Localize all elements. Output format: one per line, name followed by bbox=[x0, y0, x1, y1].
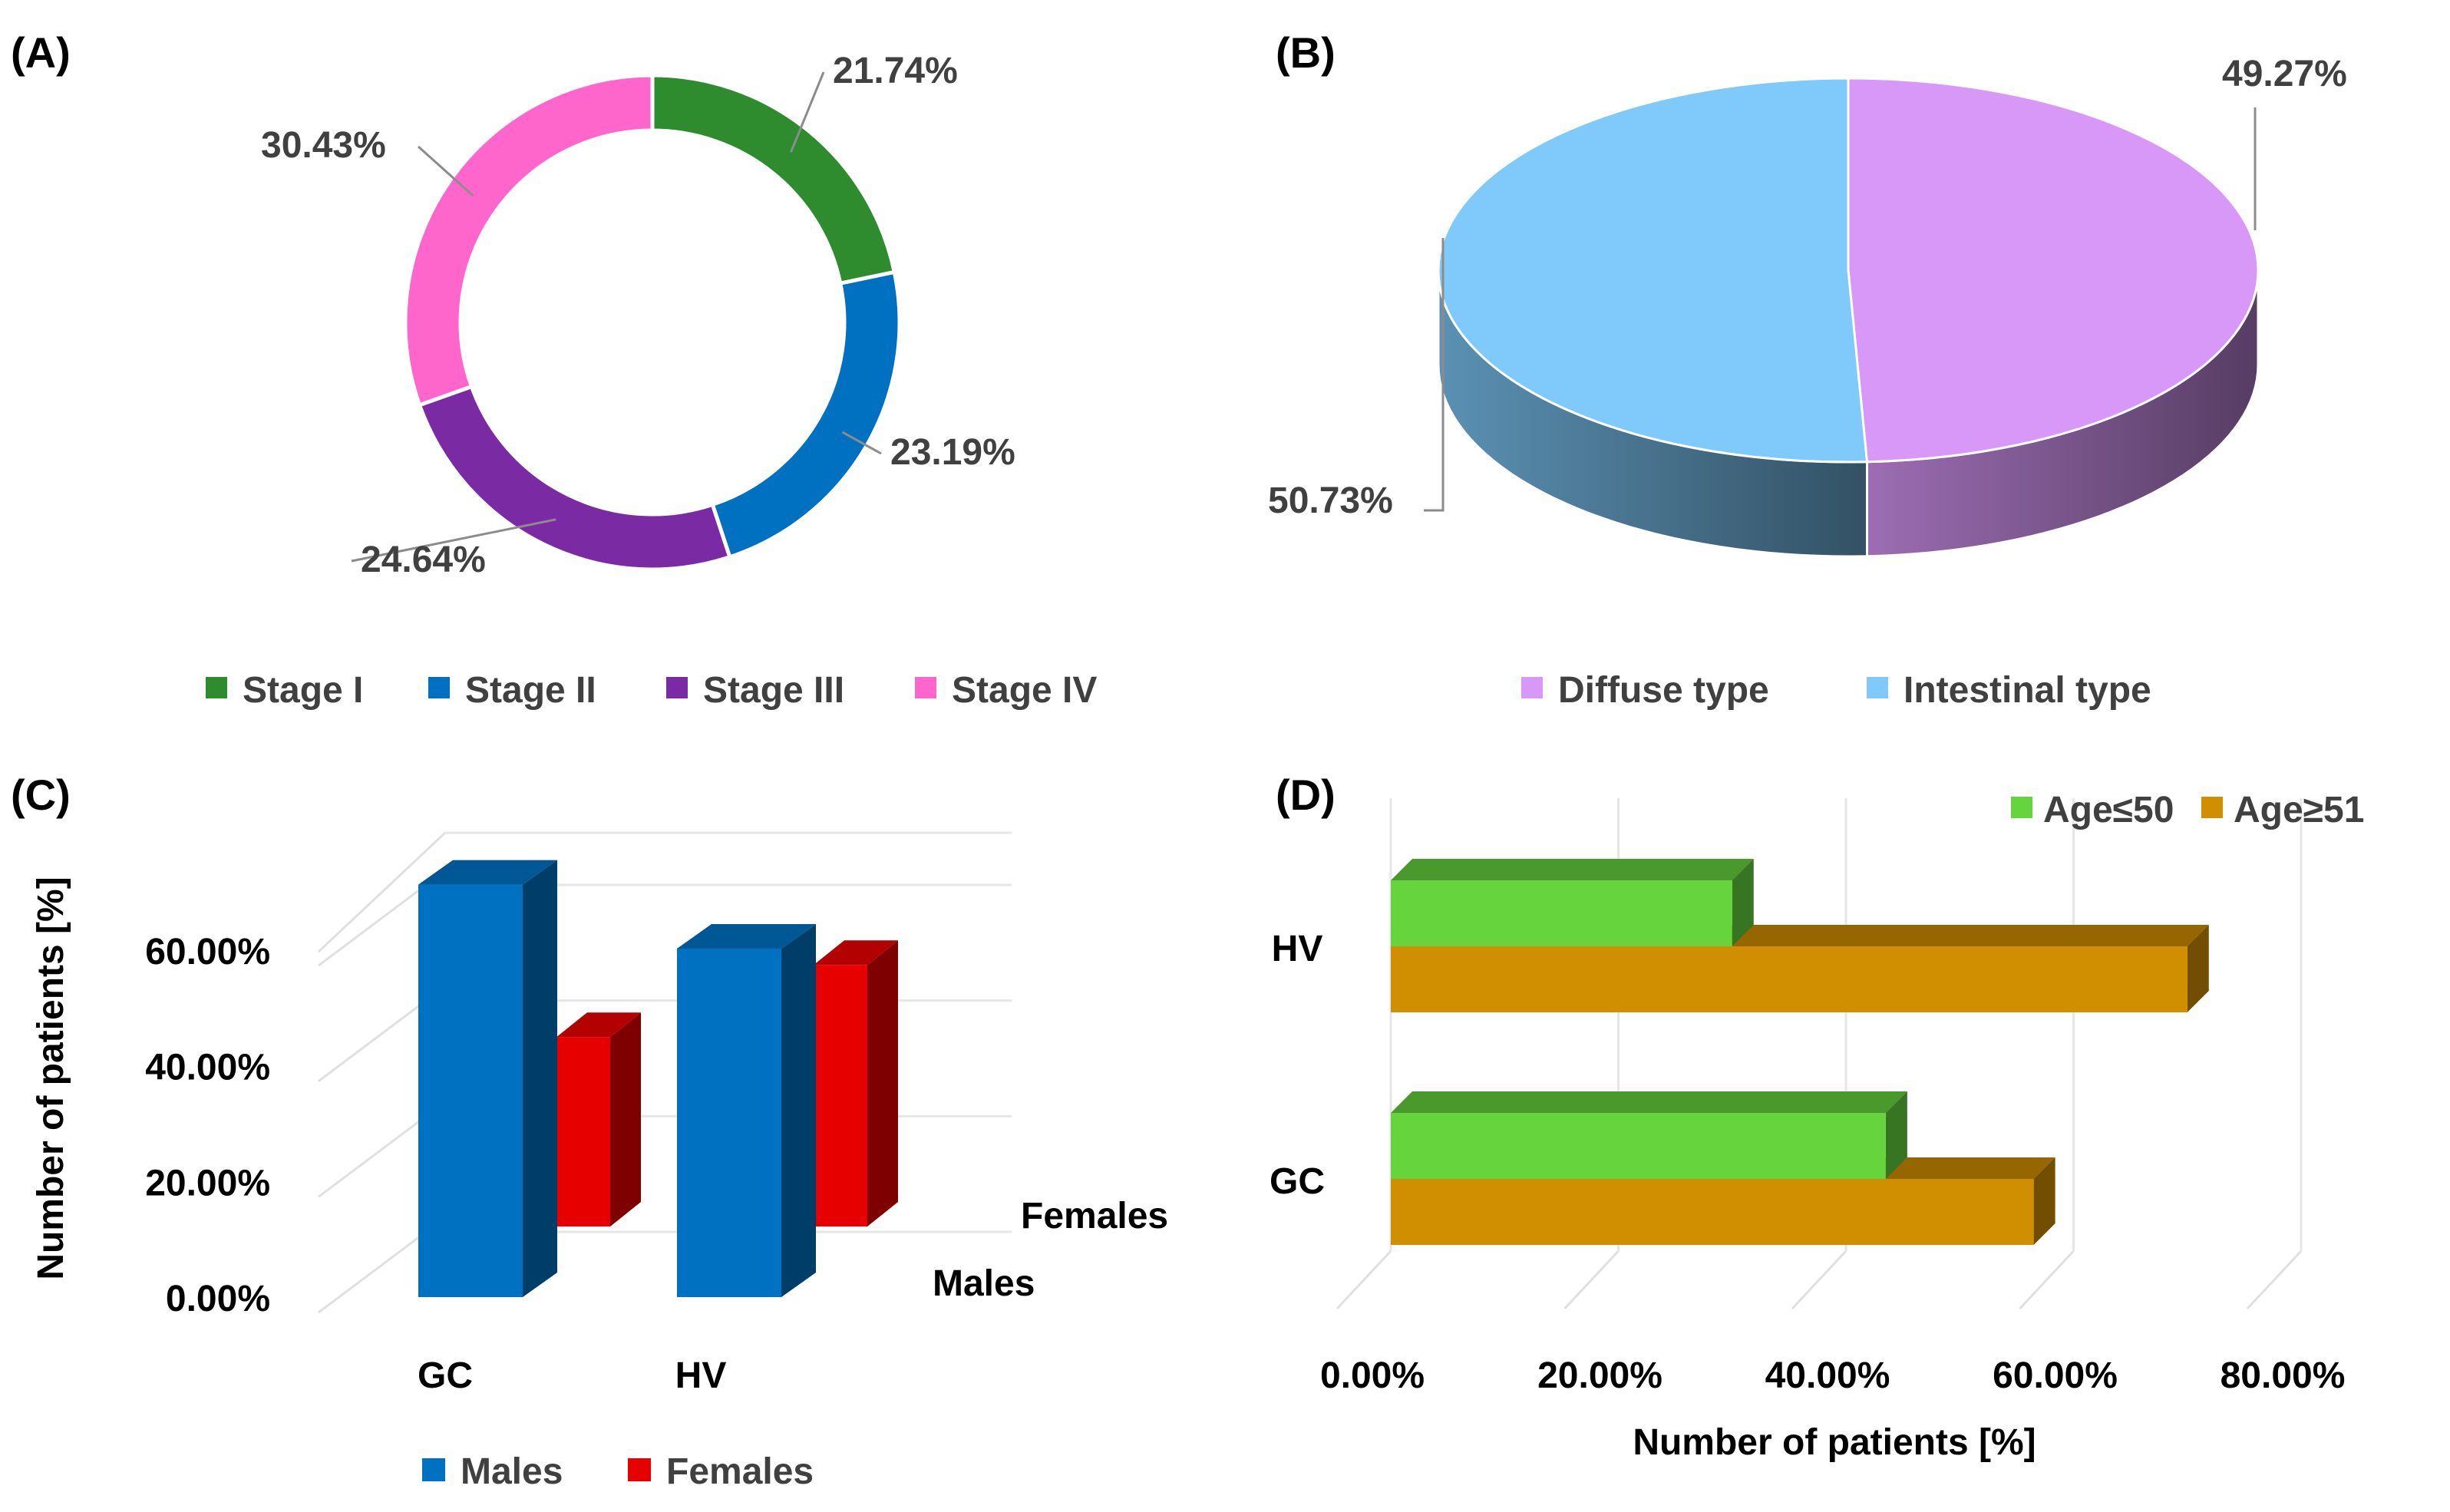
y-axis-title: Number of patients [%] bbox=[31, 876, 71, 1279]
y-tick-label: HV bbox=[1272, 929, 1323, 969]
bar-females-GC-side bbox=[610, 1012, 641, 1226]
gridline bbox=[1336, 1250, 1392, 1310]
donut-slice-4 bbox=[403, 73, 655, 408]
gridline bbox=[318, 883, 427, 967]
legend-label: Females bbox=[666, 1451, 814, 1492]
legend-label: Males bbox=[461, 1451, 563, 1492]
data-label: 50.73% bbox=[1268, 480, 1393, 521]
leader-line bbox=[841, 431, 882, 455]
legend-swatch bbox=[666, 677, 688, 698]
x-tick-label: 20.00% bbox=[1537, 1355, 1663, 1396]
data-label: 30.43% bbox=[261, 125, 386, 166]
legend-swatch bbox=[422, 1458, 445, 1481]
bar-age51-GC-side bbox=[2033, 1157, 2055, 1245]
gridline bbox=[318, 1230, 427, 1314]
legend-label: Age≤50 bbox=[2043, 790, 2174, 830]
bar-age50-HV-side bbox=[1732, 859, 1754, 946]
gridline bbox=[1563, 1250, 1620, 1310]
leader-line bbox=[417, 145, 474, 197]
y-tick-label: 0.00% bbox=[166, 1279, 270, 1319]
panel-label-d: (D) bbox=[1276, 771, 1336, 819]
legend-swatch bbox=[628, 1458, 651, 1481]
bar-age50-GC-side bbox=[1885, 1091, 1907, 1179]
bar-females-GC-top bbox=[556, 1012, 641, 1038]
donut-slice-2 bbox=[710, 269, 902, 560]
bar-males-HV-side bbox=[781, 923, 816, 1297]
bar-males-GC bbox=[418, 884, 523, 1297]
gridline bbox=[317, 831, 447, 953]
bar-males-GC-top bbox=[418, 860, 557, 885]
bar-age50-GC bbox=[1391, 1113, 1886, 1179]
legend-label: Diffuse type bbox=[1558, 670, 1769, 711]
bar-females-HV-top bbox=[814, 940, 898, 966]
y-tick-label: GC bbox=[1270, 1161, 1325, 1202]
bar-age51-HV-side bbox=[2187, 925, 2209, 1012]
bar-age50-HV bbox=[1391, 880, 1732, 946]
legend-label: Stage III bbox=[703, 670, 844, 711]
bar-age51-HV bbox=[1391, 946, 2188, 1012]
gridline bbox=[318, 1115, 427, 1198]
x-tick-label: 40.00% bbox=[1765, 1355, 1890, 1396]
x-tick-label: 80.00% bbox=[2221, 1355, 2346, 1396]
legend-label: Stage II bbox=[465, 670, 596, 711]
data-label: 23.19% bbox=[890, 432, 1015, 473]
x-tick-label: 60.00% bbox=[1993, 1355, 2118, 1396]
legend-label: Stage IV bbox=[952, 670, 1097, 711]
bar-males-GC-side bbox=[523, 860, 557, 1297]
x-tick-label: HV bbox=[675, 1355, 727, 1396]
x-tick-label: GC bbox=[418, 1355, 473, 1396]
data-label: 49.27% bbox=[2222, 54, 2347, 94]
legend-swatch bbox=[915, 677, 936, 698]
donut-chart: 21.74% 23.19% 24.64% 30.43% Stage I Stage II S… bbox=[206, 51, 1097, 711]
depth-label: Males bbox=[933, 1263, 1035, 1304]
bar-females-HV-side bbox=[867, 940, 898, 1226]
legend-swatch bbox=[1867, 677, 1888, 698]
bar-age50-GC-top bbox=[1391, 1091, 1907, 1113]
legend-label: Stage I bbox=[243, 670, 363, 711]
legend-swatch bbox=[2201, 797, 2223, 818]
pie-chart-3d: 49.27% 50.73% Diffuse type Intestinal type bbox=[1268, 54, 2347, 711]
bar-age50-HV-top bbox=[1391, 859, 1754, 880]
bar-females-HV bbox=[814, 965, 867, 1226]
legend-swatch bbox=[206, 677, 227, 698]
gridline bbox=[318, 999, 427, 1082]
x-axis-title: Number of patients [%] bbox=[1633, 1422, 2036, 1463]
leader-line bbox=[351, 518, 556, 563]
bar-females-GC bbox=[556, 1037, 610, 1226]
leader-line bbox=[790, 71, 825, 153]
gridline bbox=[2019, 1250, 2075, 1310]
panel-label-c: (C) bbox=[11, 771, 71, 819]
gridline bbox=[2246, 1250, 2303, 1310]
leader-line bbox=[1424, 238, 1445, 512]
y-tick-label: 20.00% bbox=[145, 1163, 270, 1203]
legend-swatch bbox=[1521, 677, 1543, 698]
horizontal-bar-chart-3d: 0.00% 20.00% 40.00% 60.00% 80.00% Number of p… bbox=[1270, 790, 2364, 1463]
donut-slice-1 bbox=[650, 73, 897, 286]
bar-age51-GC bbox=[1391, 1179, 2034, 1245]
panel-label-b: (B) bbox=[1276, 28, 1336, 77]
pie-slice-intestinal bbox=[1437, 77, 1869, 464]
legend-swatch bbox=[428, 677, 450, 698]
bar-males-HV-top bbox=[677, 923, 816, 949]
legend-label: Age≥51 bbox=[2234, 790, 2364, 830]
bar-chart-3d: 0.00% 20.00% 40.00% 60.00% Number of patient… bbox=[31, 831, 1168, 1492]
legend-swatch bbox=[2011, 797, 2032, 818]
y-tick-label: 60.00% bbox=[145, 932, 270, 972]
x-tick-label: 0.00% bbox=[1320, 1355, 1425, 1396]
y-tick-label: 40.00% bbox=[145, 1048, 270, 1088]
bar-males-HV bbox=[677, 948, 781, 1297]
data-label: 21.74% bbox=[833, 51, 958, 91]
gridline bbox=[1791, 1250, 1847, 1310]
legend-label: Intestinal type bbox=[1904, 670, 2151, 711]
data-label: 24.64% bbox=[361, 540, 486, 580]
panel-label-a: (A) bbox=[11, 28, 71, 77]
pie-slice-diffuse bbox=[1847, 77, 2260, 464]
depth-label: Females bbox=[1021, 1196, 1168, 1236]
